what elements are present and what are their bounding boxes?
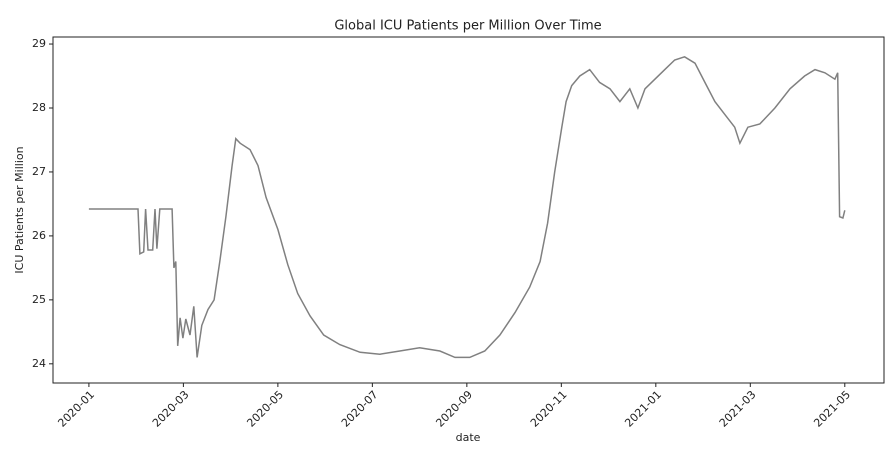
x-tick-label: 2020-11 [528,388,570,430]
x-tick-label: 2020-03 [150,388,192,430]
x-axis-label: date [456,431,481,444]
x-tick-label: 2020-05 [244,388,286,430]
data-line [88,55,846,359]
y-axis-label: ICU Patients per Million [13,146,26,273]
x-tick-label: 2021-01 [622,388,664,430]
plot-frame [52,36,885,384]
chart-title: Global ICU Patients per Million Over Tim… [334,19,601,34]
y-tick-label: 25 [32,293,46,306]
y-tick-label: 27 [32,165,46,178]
y-tick-label: 29 [32,37,46,50]
y-tick-label: 28 [32,101,46,114]
x-tick-label: 2021-05 [811,388,853,430]
x-tick-label: 2021-03 [717,388,759,430]
x-tick-label: 2020-09 [433,388,475,430]
x-tick-label: 2020-01 [55,388,97,430]
y-tick-label: 26 [32,229,46,242]
y-tick-label: 24 [32,357,46,370]
x-tick-label: 2020-07 [339,388,381,430]
